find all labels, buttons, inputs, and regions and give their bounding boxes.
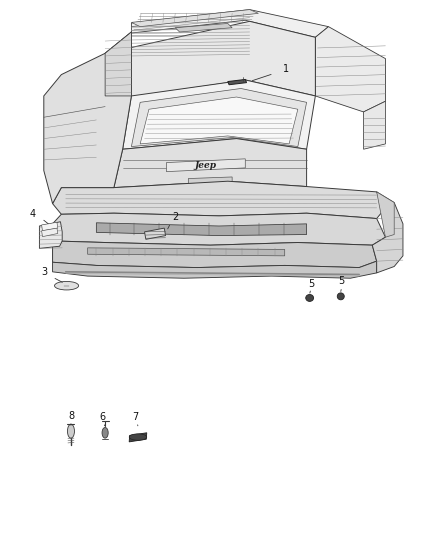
- Ellipse shape: [54, 281, 78, 290]
- Polygon shape: [145, 228, 166, 239]
- Ellipse shape: [337, 293, 344, 300]
- Polygon shape: [53, 241, 377, 268]
- Polygon shape: [39, 222, 62, 248]
- Text: 5: 5: [308, 279, 314, 288]
- Polygon shape: [315, 27, 385, 112]
- Polygon shape: [123, 80, 315, 149]
- Polygon shape: [228, 79, 247, 85]
- Ellipse shape: [306, 294, 314, 302]
- Polygon shape: [131, 10, 328, 37]
- Polygon shape: [53, 181, 385, 219]
- Polygon shape: [188, 177, 232, 184]
- Text: 3: 3: [42, 267, 48, 277]
- Polygon shape: [53, 213, 385, 245]
- Polygon shape: [105, 21, 315, 101]
- Polygon shape: [96, 223, 307, 236]
- Text: 2: 2: [172, 212, 178, 222]
- Text: 1: 1: [283, 64, 289, 74]
- Polygon shape: [53, 261, 377, 278]
- Polygon shape: [140, 97, 298, 144]
- Text: Jeep: Jeep: [195, 161, 217, 169]
- Polygon shape: [131, 88, 307, 147]
- Polygon shape: [44, 32, 131, 204]
- Polygon shape: [105, 32, 131, 96]
- Ellipse shape: [102, 427, 108, 438]
- Polygon shape: [166, 159, 245, 172]
- Ellipse shape: [129, 434, 147, 440]
- Polygon shape: [114, 139, 307, 188]
- Polygon shape: [175, 23, 232, 32]
- Ellipse shape: [67, 424, 74, 438]
- Text: 4: 4: [30, 209, 36, 219]
- Polygon shape: [131, 10, 258, 27]
- Polygon shape: [42, 228, 58, 237]
- Polygon shape: [377, 192, 394, 237]
- Polygon shape: [364, 101, 385, 149]
- Polygon shape: [42, 222, 58, 231]
- Polygon shape: [372, 192, 403, 273]
- Text: 6: 6: [100, 413, 106, 422]
- Polygon shape: [129, 433, 147, 442]
- Text: 5: 5: [339, 277, 345, 286]
- Text: 7: 7: [133, 413, 139, 422]
- Text: 8: 8: [68, 411, 74, 421]
- Polygon shape: [88, 248, 285, 256]
